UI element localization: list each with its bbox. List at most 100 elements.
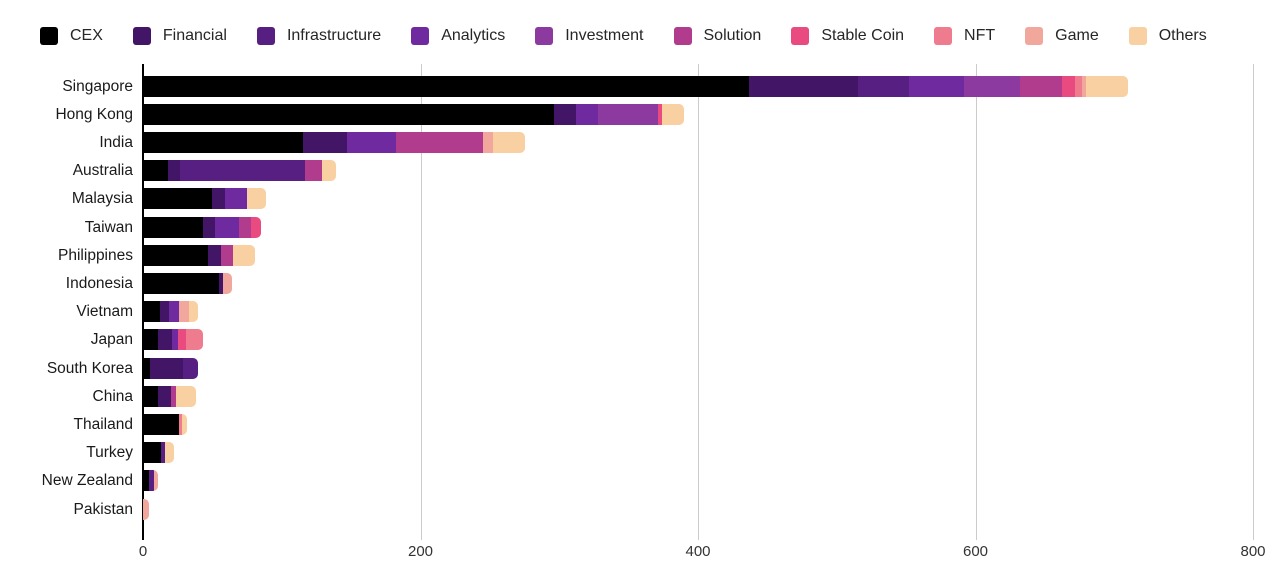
bar-segment — [143, 329, 159, 351]
legend-swatch — [411, 27, 430, 45]
bar-segment — [148, 470, 155, 492]
bar-row — [143, 75, 1129, 97]
bar-segment — [657, 103, 662, 125]
bar-row — [143, 131, 525, 153]
bar-segment — [167, 160, 181, 182]
x-axis-labels: 0 200 400 600 800 — [0, 543, 1280, 565]
x-tick-label: 800 — [1240, 543, 1266, 560]
bar-segment — [143, 244, 209, 266]
bar-segment — [143, 498, 149, 520]
bar-segment — [598, 103, 658, 125]
bar-segment — [219, 272, 224, 294]
bar-segment — [1082, 75, 1087, 97]
gridline-400 — [698, 64, 699, 540]
legend-label: Investment — [565, 27, 644, 44]
bar-segment — [208, 244, 221, 266]
bar-segment — [143, 272, 220, 294]
bar-segment — [908, 75, 965, 97]
bar-segment — [143, 131, 303, 153]
gridline-600 — [975, 64, 977, 540]
y-axis-label: Taiwan — [84, 218, 133, 236]
gridline-200 — [420, 64, 422, 540]
gridline-800 — [1253, 64, 1254, 540]
bar-row — [143, 301, 199, 323]
bar-row — [143, 357, 199, 379]
bar-segment — [749, 75, 858, 97]
bar-segment — [179, 413, 182, 435]
chart-legend: CEX Financial Infrastructure Analytics Inves… — [40, 26, 1264, 46]
bar-segment — [212, 188, 225, 210]
y-axis-label: New Zealand — [41, 472, 133, 490]
bar-segment — [154, 470, 159, 492]
legend-label: Game — [1055, 27, 1099, 44]
legend-label: Financial — [162, 27, 227, 44]
bar-segment — [143, 188, 213, 210]
bar-segment — [1075, 75, 1083, 97]
bar-segment — [143, 216, 203, 238]
legend-label: Others — [1158, 27, 1207, 44]
bar-segment — [302, 131, 347, 153]
bar-segment — [170, 385, 177, 407]
y-axis-label: Singapore — [62, 77, 133, 95]
bar-segment — [1061, 75, 1076, 97]
plot-area — [0, 62, 1280, 588]
bar-segment — [180, 160, 306, 182]
y-axis-label: South Korea — [46, 359, 133, 377]
legend-item: Game — [1025, 27, 1099, 45]
y-axis-label: Thailand — [73, 415, 133, 433]
bar-segment — [215, 216, 239, 238]
y-axis-label: Philippines — [58, 246, 133, 264]
legend-swatch — [1025, 27, 1044, 45]
bar-segment — [661, 103, 685, 125]
bar-segment — [149, 357, 184, 379]
legend-swatch — [791, 27, 810, 45]
y-axis-label: Turkey — [86, 444, 133, 462]
bar-segment — [185, 329, 203, 351]
legend-item: Analytics — [411, 27, 505, 45]
bar-segment — [183, 357, 199, 379]
bar-segment — [143, 103, 554, 125]
bar-row — [143, 498, 149, 520]
x-tick-label: 400 — [685, 543, 711, 560]
bar-segment — [346, 131, 396, 153]
bar-segment — [492, 131, 525, 153]
bar-segment — [321, 160, 336, 182]
legend-label: Stable Coin — [821, 27, 905, 44]
bar-segment — [169, 301, 180, 323]
bar-segment — [143, 160, 168, 182]
y-axis-label: Vietnam — [76, 303, 133, 321]
bar-segment — [159, 301, 170, 323]
legend-item: CEX — [40, 27, 103, 45]
bar-segment — [179, 301, 189, 323]
y-axis-label: Hong Kong — [55, 105, 133, 123]
bar-segment — [220, 244, 234, 266]
bar-row — [143, 244, 256, 266]
bar-row — [143, 272, 232, 294]
legend-swatch — [132, 27, 151, 45]
bar-segment — [857, 75, 909, 97]
bar-segment — [553, 103, 576, 125]
y-axis-label: Australia — [72, 162, 133, 180]
legend-item: Investment — [535, 27, 644, 45]
bar-segment — [247, 188, 267, 210]
bar-segment — [251, 216, 261, 238]
bar-segment — [188, 301, 199, 323]
chart-area: Singapore Hong Kong India Australia Malaysia… — [0, 62, 1280, 588]
y-axis-label: India — [99, 133, 133, 151]
bar-segment — [143, 442, 162, 464]
bar-segment — [181, 413, 188, 435]
legend-swatch — [934, 27, 953, 45]
bar-segment — [202, 216, 216, 238]
bar-segment — [161, 442, 166, 464]
bar-segment — [143, 301, 160, 323]
y-axis-label: Indonesia — [65, 274, 133, 292]
legend-swatch — [256, 27, 275, 45]
bar-row — [143, 442, 174, 464]
legend-label: Infrastructure — [286, 27, 382, 44]
legend-label: CEX — [70, 27, 103, 44]
bar-row — [143, 216, 261, 238]
bar-segment — [233, 244, 256, 266]
y-axis-label: Pakistan — [73, 500, 133, 518]
bar-segment — [176, 385, 196, 407]
bar-row — [143, 470, 159, 492]
